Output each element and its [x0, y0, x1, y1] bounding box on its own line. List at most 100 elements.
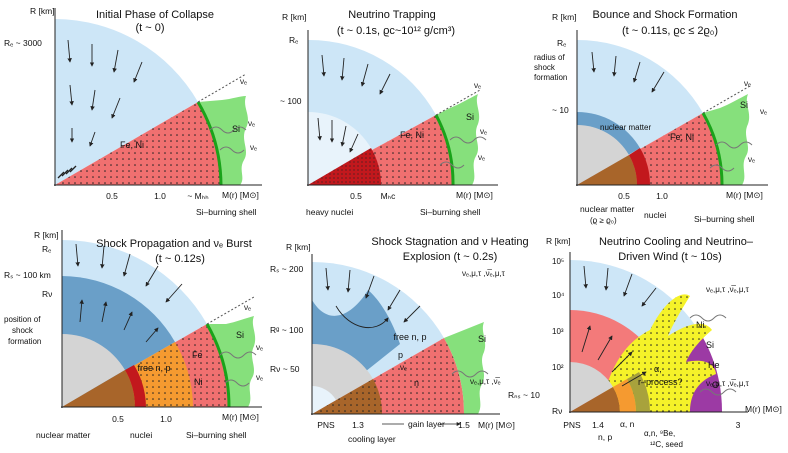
- annotation: gain layer: [408, 419, 445, 429]
- region-label: Si: [236, 330, 244, 340]
- annotation: shock: [534, 63, 556, 72]
- x-tick: 1.4: [592, 420, 604, 430]
- panel-initial-collapse: Initial Phase of Collapse (t ~ 0) R [km]…: [4, 6, 262, 217]
- neutrino-wave: [709, 164, 735, 172]
- region-label: Si: [740, 100, 748, 110]
- panel-title: Neutrino Trapping: [348, 9, 435, 21]
- convection-arrow: [335, 305, 389, 328]
- panel-subtitle: (t ~ 0.11s, ϱc ≤ 2ϱ₀): [622, 25, 718, 37]
- annotation: nuclei: [644, 210, 666, 220]
- x-tick: PNS: [563, 420, 581, 430]
- y-tick-label: Rₑ: [289, 35, 298, 45]
- si-burning-line: [205, 323, 231, 408]
- neutrino-label: νₑ: [478, 153, 485, 162]
- x-tick: 3: [736, 420, 741, 430]
- panel-subtitle: Explosion (t ~ 0.2s): [403, 251, 497, 263]
- neutrino-label: νₑ: [250, 143, 257, 152]
- y-tick-label: Rₑ: [557, 38, 566, 48]
- neutrino-label: νₑ: [244, 303, 251, 312]
- panel-title: Shock Propagation and νₑ Burst: [96, 238, 252, 250]
- panel-subtitle: (t ~ 0.1s, ϱc~10¹² g/cm³): [337, 25, 455, 37]
- inner-infall: [308, 111, 371, 185]
- neutrino-label: νₑ: [480, 127, 487, 136]
- infall-arrows: [317, 54, 391, 153]
- neutrino-wave: [219, 351, 257, 359]
- x-tick: 1.3: [352, 420, 364, 430]
- y-axis-label: R [km]: [34, 230, 59, 240]
- panel-title: Bounce and Shock Formation: [593, 9, 738, 21]
- gray-core: [62, 333, 125, 407]
- pns-core: [570, 387, 620, 412]
- annotation: heavy nuclei: [306, 207, 353, 217]
- si-burning-line: [701, 112, 724, 186]
- y-tick-label: Rₑ ~ 3000: [4, 38, 42, 48]
- annotation: formation: [8, 337, 41, 346]
- region-label: Ni: [696, 320, 705, 330]
- panel-title: Neutrino Cooling and Neutrino–: [599, 236, 754, 248]
- boundary-ray: [702, 85, 751, 114]
- region-label: α,: [654, 364, 662, 374]
- y-tick-label: Rₛ ~ 100 km: [4, 270, 51, 280]
- np-shell: [613, 379, 636, 412]
- wind-arrows: [581, 325, 647, 387]
- x-tick: ~ Mₕₕ: [187, 191, 209, 201]
- infall-arrows: [591, 51, 665, 93]
- annotation: α,n, ⁹Be,: [644, 429, 675, 438]
- region-label: Si: [466, 112, 474, 122]
- region-label: He: [708, 360, 720, 370]
- x-tick: 1.0: [154, 191, 166, 201]
- neutrino-wave: [224, 379, 250, 387]
- x-axis-label: M(r) [M⊙]: [745, 404, 782, 414]
- core-arrows: [57, 165, 77, 179]
- neutrino-wave: [715, 141, 753, 149]
- neutrino-wave: [219, 146, 245, 154]
- annotation: Si–burning shell: [196, 207, 257, 217]
- neutrino-label: νₑ: [240, 77, 247, 86]
- x-axis-label: M(r) [M⊙]: [478, 420, 515, 430]
- annotation: n, p: [598, 432, 612, 442]
- y-tick-label: Rₛ ~ 200: [270, 264, 303, 274]
- region-label: Ni: [194, 377, 203, 387]
- boundary-ray: [197, 73, 247, 103]
- region-label: O: [712, 380, 719, 390]
- region-label: Fe, Ni: [120, 140, 144, 150]
- annotation: nuclear matter: [36, 430, 90, 440]
- annotation: cooling layer: [348, 434, 396, 444]
- panel-title: Shock Stagnation and ν Heating: [371, 236, 528, 248]
- boundary-ray: [435, 89, 481, 116]
- y-tick-label: 10⁴: [552, 291, 565, 300]
- annotation: α, n: [620, 419, 635, 429]
- panel-title: Initial Phase of Collapse: [96, 9, 214, 21]
- annotation: position of: [4, 315, 41, 324]
- si-shell: [198, 96, 248, 185]
- neutrino-label: νₑ,μ,τ ,ν̅ₑ,μ,τ: [462, 269, 506, 278]
- y-tick-label: 10⁵: [552, 257, 564, 266]
- y-tick-label: Rν ~ 50: [270, 364, 300, 374]
- x-axis-label: M(r) [M⊙]: [456, 190, 493, 200]
- y-tick-label: Rₑ: [42, 244, 51, 254]
- x-axis-label: M(r) [M⊙]: [222, 190, 259, 200]
- annotation: nuclei: [130, 430, 152, 440]
- y-tick-label: 10²: [552, 363, 564, 372]
- neutrino-wave: [209, 126, 247, 134]
- region-label: Fe, Ni: [400, 130, 424, 140]
- region-label: Si: [232, 124, 240, 134]
- neutrino-label: νₑ: [256, 343, 263, 352]
- neutrino-wave: [439, 161, 465, 169]
- pns-gray: [570, 362, 613, 412]
- neutrino-label: νₑ,μ,τ ,ν̅ₑ,μ,τ: [706, 285, 750, 294]
- region-label: Fe: [192, 350, 203, 360]
- x-tick: 1.0: [656, 191, 668, 201]
- region-label: free n, p: [393, 332, 426, 342]
- annotation: nuclear matter: [600, 123, 651, 132]
- region-label: Si: [478, 334, 486, 344]
- y-axis-label: R [km]: [286, 242, 311, 252]
- si-shell: [436, 94, 480, 185]
- heavy-nuclei-dots: [308, 148, 382, 185]
- region-label: free n, p: [137, 363, 170, 373]
- panel-bounce-shock: Bounce and Shock Formation (t ~ 0.11s, ϱ…: [534, 9, 768, 225]
- neutrino-wave: [699, 388, 737, 396]
- nuclear-matter: [577, 155, 638, 185]
- infall-arrows: [583, 265, 657, 307]
